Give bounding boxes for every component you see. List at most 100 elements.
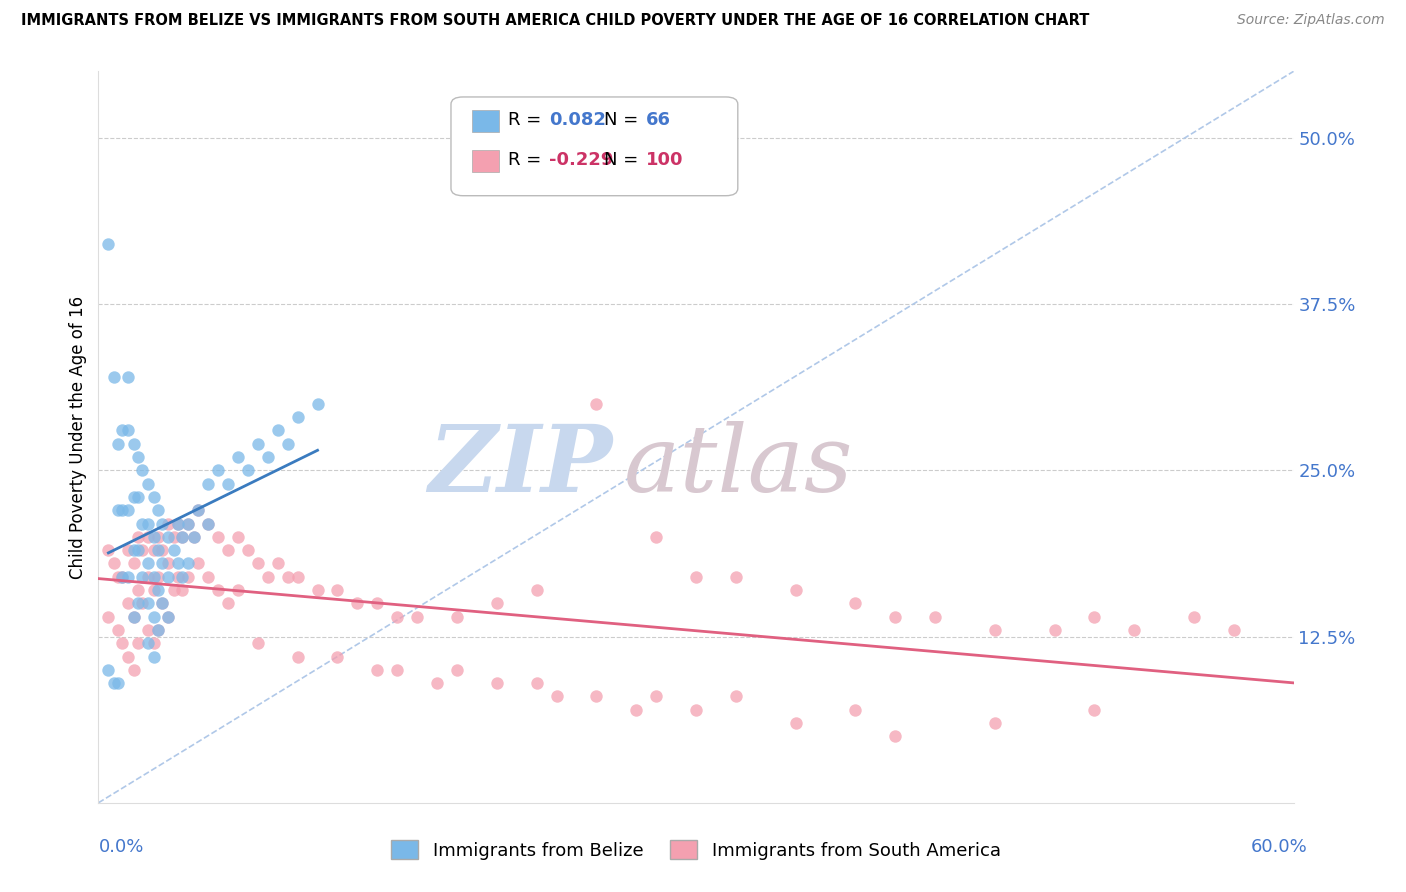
Point: [207, 463, 229, 477]
Point: [136, 557, 159, 571]
Point: [107, 503, 129, 517]
Point: [117, 424, 139, 438]
Point: [107, 570, 129, 584]
Point: [187, 557, 209, 571]
Point: [267, 424, 290, 438]
Point: [217, 476, 239, 491]
Point: [148, 582, 170, 597]
Point: [131, 516, 153, 531]
Point: [148, 503, 170, 517]
Point: [107, 676, 129, 690]
Point: [177, 570, 200, 584]
Point: [585, 397, 607, 411]
Point: [127, 450, 149, 464]
Point: [163, 543, 186, 558]
Point: [172, 530, 194, 544]
Point: [150, 596, 173, 610]
Point: [117, 503, 139, 517]
Point: [136, 530, 159, 544]
Point: [645, 530, 668, 544]
Point: [103, 370, 125, 384]
Point: [197, 570, 219, 584]
Point: [385, 663, 409, 677]
Point: [307, 397, 329, 411]
Point: [127, 543, 149, 558]
Point: [117, 370, 139, 384]
Point: [385, 609, 409, 624]
Point: [685, 703, 707, 717]
Point: [150, 543, 173, 558]
Point: [844, 596, 866, 610]
Point: [984, 716, 1007, 731]
Point: [131, 596, 153, 610]
Point: [124, 663, 146, 677]
Point: [97, 663, 120, 677]
Point: [124, 557, 146, 571]
Point: [172, 582, 194, 597]
Point: [217, 596, 239, 610]
Point: [136, 570, 159, 584]
Point: [197, 476, 219, 491]
Text: 0.0%: 0.0%: [98, 838, 143, 856]
Point: [163, 582, 186, 597]
Point: [183, 530, 205, 544]
Point: [136, 476, 159, 491]
Point: [150, 557, 173, 571]
Point: [131, 543, 153, 558]
Point: [1123, 623, 1146, 637]
Text: R =: R =: [509, 112, 541, 129]
Text: -0.229: -0.229: [548, 151, 613, 169]
Point: [267, 557, 290, 571]
Point: [136, 623, 159, 637]
Text: N =: N =: [605, 112, 638, 129]
Point: [117, 543, 139, 558]
Point: [124, 609, 146, 624]
Point: [157, 570, 180, 584]
Point: [226, 530, 249, 544]
Point: [246, 636, 269, 650]
Point: [143, 530, 166, 544]
Point: [177, 557, 200, 571]
Point: [546, 690, 568, 704]
Point: [136, 516, 159, 531]
Text: 60.0%: 60.0%: [1251, 838, 1308, 856]
Point: [1182, 609, 1205, 624]
Point: [1083, 703, 1105, 717]
Point: [157, 516, 180, 531]
Point: [167, 516, 190, 531]
Point: [346, 596, 368, 610]
Point: [287, 649, 309, 664]
Point: [287, 410, 309, 425]
Point: [103, 557, 125, 571]
Text: R =: R =: [509, 151, 541, 169]
Text: IMMIGRANTS FROM BELIZE VS IMMIGRANTS FROM SOUTH AMERICA CHILD POVERTY UNDER THE : IMMIGRANTS FROM BELIZE VS IMMIGRANTS FRO…: [21, 13, 1090, 29]
Point: [884, 729, 907, 743]
Point: [724, 690, 747, 704]
Point: [143, 582, 166, 597]
Point: [526, 582, 548, 597]
Point: [97, 237, 120, 252]
Point: [246, 436, 269, 450]
Point: [884, 609, 907, 624]
Point: [177, 516, 200, 531]
Point: [426, 676, 449, 690]
Point: [277, 570, 299, 584]
Point: [150, 596, 173, 610]
Point: [172, 570, 194, 584]
Point: [526, 676, 548, 690]
Point: [256, 450, 278, 464]
Point: [136, 636, 159, 650]
Point: [226, 582, 249, 597]
Point: [246, 557, 269, 571]
Point: [124, 490, 146, 504]
Point: [645, 690, 668, 704]
Point: [207, 582, 229, 597]
Point: [326, 649, 349, 664]
Point: [172, 530, 194, 544]
Point: [307, 582, 329, 597]
Point: [177, 516, 200, 531]
Point: [127, 582, 149, 597]
Point: [446, 609, 468, 624]
Point: [1083, 609, 1105, 624]
Point: [183, 530, 205, 544]
